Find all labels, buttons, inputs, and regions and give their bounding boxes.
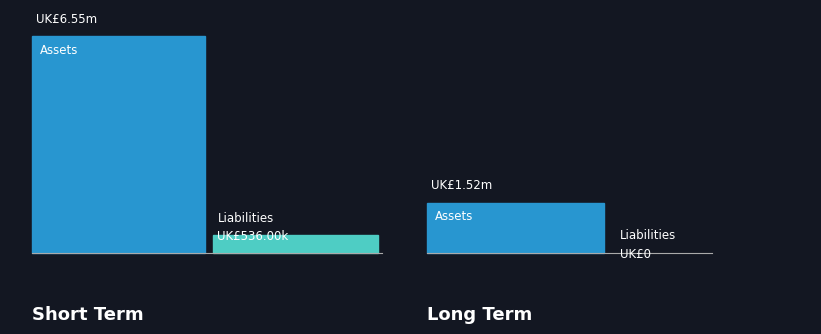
Text: UK£6.55m: UK£6.55m xyxy=(36,13,98,26)
Text: Assets: Assets xyxy=(40,44,79,57)
Bar xyxy=(32,36,205,253)
Text: Assets: Assets xyxy=(434,210,473,223)
Text: UK£1.52m: UK£1.52m xyxy=(430,179,492,192)
Text: Long Term: Long Term xyxy=(427,306,532,324)
Bar xyxy=(427,202,603,253)
Bar xyxy=(213,235,378,253)
Text: Liabilities: Liabilities xyxy=(218,211,273,224)
Text: Liabilities: Liabilities xyxy=(620,229,676,242)
Text: UK£0: UK£0 xyxy=(620,248,651,261)
Text: UK£536.00k: UK£536.00k xyxy=(218,230,289,243)
Text: Short Term: Short Term xyxy=(32,306,144,324)
